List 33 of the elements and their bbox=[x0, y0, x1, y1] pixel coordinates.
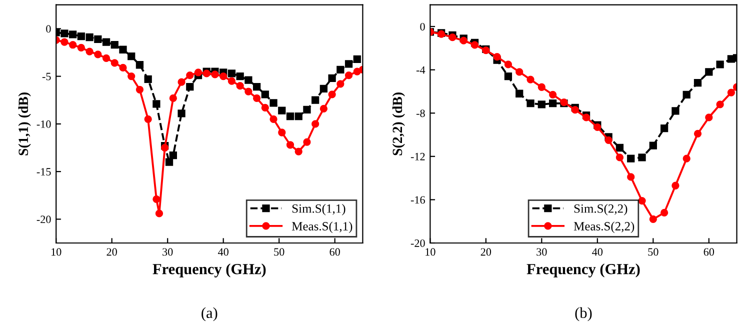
y-tick-label: -5 bbox=[42, 72, 51, 80]
x-axis-title: Frequency (GHz) bbox=[526, 263, 640, 278]
x-tick-label: 40 bbox=[592, 248, 603, 256]
y-tick-label: -10 bbox=[36, 120, 51, 128]
y-tick-label: -4 bbox=[416, 66, 426, 74]
x-axis-title: Frequency (GHz) bbox=[152, 263, 266, 278]
x-tick-label: 10 bbox=[426, 248, 436, 256]
legend-label: Sim.S(1,1) bbox=[292, 204, 346, 216]
x-tick-label: 30 bbox=[536, 248, 547, 256]
y-tick-label: -12 bbox=[410, 152, 425, 160]
x-tick-label: 20 bbox=[106, 248, 117, 256]
x-tick-label: 60 bbox=[330, 248, 340, 256]
y-tick-label: -16 bbox=[410, 196, 425, 204]
legend-label: Sim.S(2,2) bbox=[574, 204, 628, 216]
x-tick-label: 20 bbox=[480, 248, 492, 256]
y-tick-label: -20 bbox=[410, 239, 425, 247]
x-tick-label: 60 bbox=[704, 248, 714, 256]
y-tick-label: -15 bbox=[36, 168, 51, 176]
y-tick-label: 0 bbox=[420, 22, 425, 30]
y-axis-title: S(2,2) (dB) bbox=[392, 92, 405, 156]
x-tick-label: 50 bbox=[274, 248, 284, 256]
y-tick-label: -8 bbox=[416, 110, 425, 118]
x-tick-label: 40 bbox=[218, 248, 228, 256]
y-axis-title: S(1,1) (dB) bbox=[18, 92, 31, 156]
legend-label: Meas.S(1,1) bbox=[292, 222, 352, 233]
y-tick-label: 0 bbox=[46, 25, 51, 33]
y-tick-label: -20 bbox=[36, 216, 51, 224]
legend-label: Meas.S(2,2) bbox=[574, 222, 634, 233]
text: (b) bbox=[575, 307, 592, 322]
x-tick-label: 50 bbox=[648, 248, 658, 256]
text: (a) bbox=[202, 307, 218, 322]
x-tick-label: 30 bbox=[162, 248, 173, 256]
x-tick-label: 10 bbox=[52, 248, 62, 256]
